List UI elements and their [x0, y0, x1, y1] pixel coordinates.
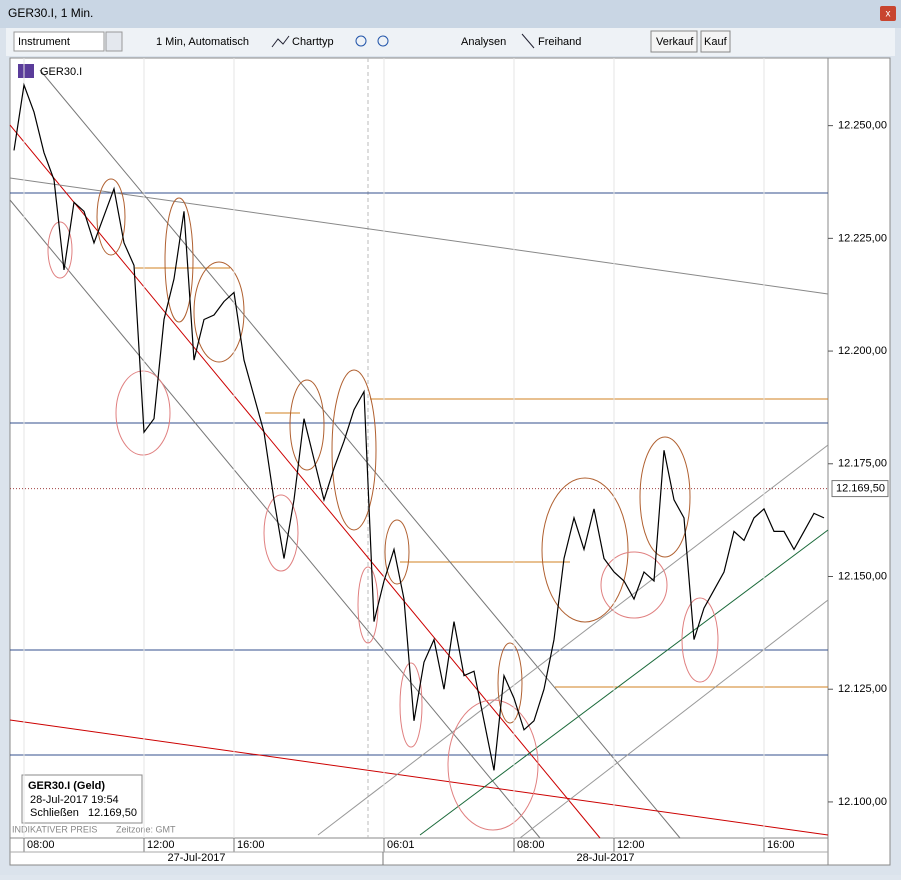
y-axis-panel: [827, 57, 891, 866]
info-time: 28-Jul-2017 19:54: [30, 794, 119, 806]
circle: [263, 494, 299, 572]
footer-note: INDIKATIVER PREIS: [12, 824, 97, 834]
freehand-icon: [521, 33, 535, 49]
plot-area: [9, 57, 829, 839]
chart-title: GER30.I: [40, 66, 82, 78]
x-tick-label: 08:00: [517, 839, 545, 851]
close-icon: x: [886, 9, 891, 20]
charttype-menu[interactable]: Charttyp: [292, 36, 334, 48]
y-tick-label: 12.250,00: [838, 120, 887, 132]
y-tick-label: 12.200,00: [838, 345, 887, 357]
x-tick-label: 12:00: [617, 839, 645, 851]
instrument-input[interactable]: [13, 31, 105, 52]
buy-label: Kauf: [704, 36, 728, 48]
current-price-box: [831, 480, 889, 498]
circle: [541, 477, 629, 623]
instrument-icon: [18, 64, 34, 78]
x-group-label: 28-Jul-2017: [576, 852, 634, 864]
circle: [115, 370, 171, 456]
buy-button[interactable]: [700, 30, 731, 53]
current-price-label: 12.169,50: [836, 482, 885, 494]
trendline: [9, 719, 829, 836]
charttype-icon: [271, 35, 290, 48]
circle: [47, 221, 73, 279]
instrument-list[interactable]: [105, 31, 123, 52]
y-tick-label: 12.125,00: [838, 683, 887, 695]
circle: [331, 369, 377, 531]
circle: [447, 699, 539, 831]
interval-select[interactable]: 1 Min, Automatisch: [156, 36, 249, 48]
close-button[interactable]: [880, 6, 896, 21]
x-tick-label: 06:01: [387, 839, 415, 851]
trendline: [9, 124, 601, 839]
y-tick-label: 12.225,00: [838, 232, 887, 244]
zoom-out[interactable]: [377, 35, 389, 47]
y-tick-label: 12.150,00: [838, 570, 887, 582]
x-group-label: 27-Jul-2017: [167, 852, 225, 864]
x-tick-label: 16:00: [767, 839, 795, 851]
analysis-menu[interactable]: Analysen: [461, 36, 506, 48]
trendline: [519, 599, 829, 839]
sell-label: Verkauf: [656, 36, 694, 48]
x-tick-label: 12:00: [147, 839, 175, 851]
trendline: [9, 199, 541, 839]
toolbar: [6, 28, 895, 56]
info-close-label: Schließen: [30, 807, 79, 819]
circle: [600, 551, 668, 619]
info-close: 12.169,50: [88, 807, 137, 819]
title-bar: [0, 0, 901, 28]
circle: [497, 642, 523, 724]
info-title: GER30.I (Geld): [28, 780, 105, 792]
circle: [384, 519, 410, 585]
trendline: [39, 69, 681, 839]
price-line: [13, 82, 825, 771]
y-tick-label: 12.175,00: [838, 458, 887, 470]
trendline: [9, 177, 829, 295]
sell-button[interactable]: [650, 30, 698, 53]
window-title: GER30.I, 1 Min.: [8, 6, 93, 20]
circle: [164, 197, 194, 323]
instrument-placeholder: Instrument: [18, 36, 70, 48]
circle: [289, 379, 325, 471]
trendline: [419, 529, 829, 836]
zoom-in[interactable]: [355, 35, 367, 47]
circle: [96, 178, 126, 256]
y-tick-label: 12.100,00: [838, 796, 887, 808]
circle: [681, 597, 719, 683]
circle: [193, 261, 245, 363]
footer-timezone: Zeitzone: GMT: [116, 824, 176, 834]
x-tick-label: 08:00: [27, 839, 55, 851]
circle: [639, 436, 691, 558]
drawings: [9, 58, 829, 839]
x-tick-label: 16:00: [237, 839, 265, 851]
info-box: [21, 774, 143, 824]
trendline: [317, 444, 829, 836]
circle: [399, 662, 423, 748]
freehand-menu[interactable]: Freihand: [538, 36, 581, 48]
